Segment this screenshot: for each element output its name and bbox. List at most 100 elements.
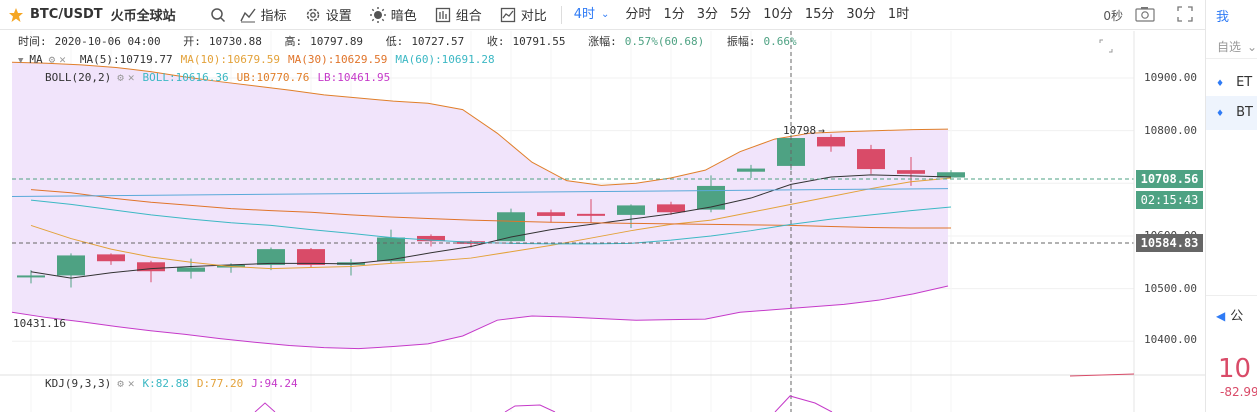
ma-collapse-icon[interactable]: ▼	[18, 56, 24, 66]
crosshair-price-tag: 10584.83	[1136, 234, 1203, 252]
candle-countdown-tag: 02:15:43	[1136, 191, 1203, 209]
interval-option[interactable]: 10分	[763, 6, 793, 22]
chart-toolbar: BTC/USDT 火币全球站 指标 设置 暗色 组合 对比 4时 ⌄ 分时 1分 3分 5…	[0, 0, 1205, 30]
settings-button[interactable]: 设置	[305, 0, 352, 30]
ma-settings-icon[interactable]: ⚙	[48, 53, 56, 66]
sidebar-divider	[1206, 58, 1257, 59]
lb-value: LB:10461.95	[317, 71, 391, 84]
ma10-line	[30, 177, 952, 270]
sidebar-price: 10	[1218, 354, 1252, 384]
compare-label: 对比	[520, 9, 547, 24]
candle-body	[17, 275, 45, 278]
candle-body	[817, 136, 845, 147]
sidebar-item-btc[interactable]: ♦ BT	[1206, 96, 1257, 130]
ma-close-icon[interactable]: ✕	[59, 53, 66, 66]
price-axis-tick: 10400.00	[1144, 333, 1197, 346]
boll-close-icon[interactable]: ✕	[127, 71, 135, 84]
interval-option[interactable]: 30分	[846, 6, 876, 22]
interval-option[interactable]: 15分	[804, 6, 835, 22]
interval-option[interactable]: 3分	[696, 6, 718, 22]
symbol-name[interactable]: BTC/USDT	[30, 7, 103, 22]
boll-settings-icon[interactable]: ⚙	[117, 71, 124, 84]
interval-option[interactable]: 分时	[625, 6, 652, 22]
sidebar-item-eth[interactable]: ♦ ET	[1206, 68, 1257, 98]
gear-icon	[306, 8, 319, 21]
kline-chart[interactable]: 时间: 2020-10-06 04:00 开: 10730.88 高: 10797.8…	[0, 31, 1205, 412]
favorites-tab[interactable]: 自选 ⌄	[1217, 38, 1257, 55]
change-value: 0.57%(60.68)	[624, 35, 705, 48]
notice-row[interactable]: ◀ 公	[1206, 305, 1257, 324]
interval-option[interactable]: 5分	[730, 6, 752, 22]
open-label: 开:	[183, 35, 201, 48]
indicator-icon	[240, 8, 256, 22]
star-icon	[9, 7, 23, 22]
candle-body	[417, 235, 445, 242]
interval-option[interactable]: 1分	[663, 6, 685, 22]
candle-body	[137, 262, 165, 272]
candle-body	[57, 255, 85, 276]
indicators-label: 指标	[260, 9, 287, 24]
kdj-close-icon[interactable]: ✕	[127, 377, 135, 390]
price-axis-tick: 10900.00	[1144, 71, 1197, 84]
boll-upper-line	[11, 61, 949, 186]
interval-option[interactable]: 1时	[887, 6, 910, 22]
ohlc-info: 时间: 2020-10-06 04:00 开: 10730.88 高: 10797.8…	[18, 34, 813, 50]
compare-button[interactable]: 对比	[500, 0, 547, 30]
candle-body	[897, 170, 925, 174]
interval-option[interactable]: 4时	[573, 6, 596, 22]
high-marker-value: 10798	[783, 124, 817, 137]
chart-canvas[interactable]	[0, 31, 1205, 412]
sidebar-item-eth-label: ET	[1236, 75, 1253, 90]
screenshot-button[interactable]	[1135, 6, 1155, 25]
high-label: 高:	[284, 35, 303, 48]
kdj-d-value: D:77.20	[196, 377, 244, 390]
ma30-value: MA(30):10629.59	[287, 53, 388, 66]
candle-body	[297, 249, 325, 265]
boll-mid-line	[11, 188, 949, 197]
boll-name: BOLL(20,2)	[45, 71, 112, 84]
last-price-tag: 10708.56	[1136, 170, 1203, 188]
theme-toggle-button[interactable]: 暗色	[369, 0, 417, 30]
search-icon	[210, 7, 225, 22]
compare-icon	[500, 7, 515, 22]
flame-icon: ♦	[1216, 79, 1225, 89]
indicators-button[interactable]: 指标	[240, 0, 287, 30]
candle-body	[617, 205, 645, 215]
settings-label: 设置	[325, 9, 352, 24]
search-button[interactable]	[210, 0, 226, 30]
sidebar-item-btc-label: BT	[1236, 105, 1253, 120]
sidebar-top-label[interactable]: 我	[1216, 10, 1230, 25]
toolbar-divider	[560, 5, 562, 24]
expand-chart-button[interactable]	[1099, 39, 1113, 53]
close-value: 10791.55	[512, 35, 566, 48]
price-axis-tick: 10800.00	[1144, 124, 1197, 137]
favorite-star-button[interactable]	[8, 0, 24, 30]
exchange-name: 火币全球站	[110, 9, 176, 24]
amp-label: 振幅:	[726, 35, 756, 48]
price-axis-tick: 10500.00	[1144, 282, 1197, 295]
right-sidebar: 我 自选 ⌄ ♦ ET ♦ BT ◀ 公 10 -82.99	[1205, 0, 1257, 412]
high-value: 10797.89	[310, 35, 364, 48]
kdj-j-line	[504, 404, 556, 412]
change-label: 涨幅:	[588, 35, 617, 48]
candle-body	[697, 185, 725, 210]
ma10-value: MA(10):10679.59	[180, 53, 280, 66]
chevron-down-icon[interactable]: ⌄	[601, 8, 610, 20]
kdj-name: KDJ(9,3,3)	[45, 377, 112, 390]
candle-body	[177, 267, 205, 272]
combine-label: 组合	[455, 9, 482, 24]
candle-body	[737, 168, 765, 172]
notice-label: 公	[1230, 309, 1244, 324]
fullscreen-button[interactable]	[1177, 5, 1193, 25]
low-label: 低:	[385, 35, 404, 48]
expand-icon	[1099, 39, 1113, 53]
camera-icon	[1135, 6, 1155, 22]
amp-value: 0.66%	[763, 35, 797, 48]
combine-button[interactable]: 组合	[435, 0, 482, 30]
ma-name: MA	[29, 53, 43, 66]
open-value: 10730.88	[208, 35, 262, 48]
kdj-settings-icon[interactable]: ⚙	[117, 377, 124, 390]
ma60-value: MA(60):10691.28	[395, 53, 495, 66]
candle-body	[257, 249, 285, 265]
kdj-j-line	[774, 395, 833, 412]
